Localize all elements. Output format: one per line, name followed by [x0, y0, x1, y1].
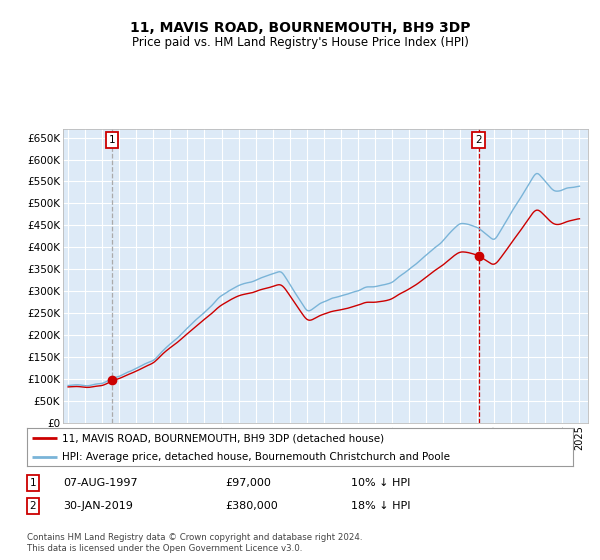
Text: 11, MAVIS ROAD, BOURNEMOUTH, BH9 3DP: 11, MAVIS ROAD, BOURNEMOUTH, BH9 3DP — [130, 21, 470, 35]
Text: 10% ↓ HPI: 10% ↓ HPI — [351, 478, 410, 488]
Text: Contains HM Land Registry data © Crown copyright and database right 2024.
This d: Contains HM Land Registry data © Crown c… — [27, 533, 362, 553]
Text: 11, MAVIS ROAD, BOURNEMOUTH, BH9 3DP (detached house): 11, MAVIS ROAD, BOURNEMOUTH, BH9 3DP (de… — [62, 433, 385, 443]
Text: 2: 2 — [29, 501, 37, 511]
Text: 1: 1 — [109, 135, 115, 145]
Text: 18% ↓ HPI: 18% ↓ HPI — [351, 501, 410, 511]
Text: 30-JAN-2019: 30-JAN-2019 — [63, 501, 133, 511]
Text: 1: 1 — [29, 478, 37, 488]
Text: Price paid vs. HM Land Registry's House Price Index (HPI): Price paid vs. HM Land Registry's House … — [131, 36, 469, 49]
Text: £97,000: £97,000 — [225, 478, 271, 488]
Text: 07-AUG-1997: 07-AUG-1997 — [63, 478, 137, 488]
Text: HPI: Average price, detached house, Bournemouth Christchurch and Poole: HPI: Average price, detached house, Bour… — [62, 452, 451, 462]
Text: £380,000: £380,000 — [225, 501, 278, 511]
Text: 2: 2 — [475, 135, 482, 145]
